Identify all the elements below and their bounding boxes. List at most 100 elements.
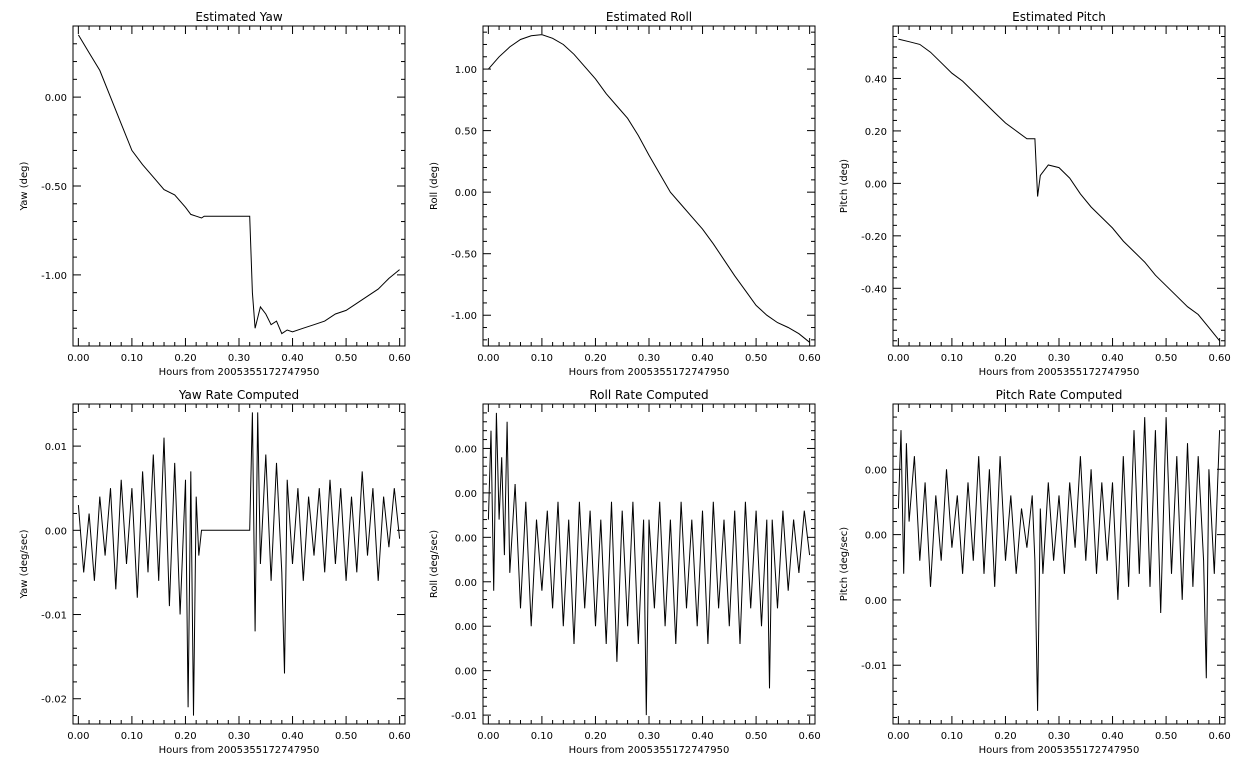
x-tick-label: 0.20 [174, 353, 196, 364]
x-tick-label: 0.20 [994, 731, 1016, 742]
y-tick-label: -0.02 [41, 695, 67, 706]
y-tick-label: 0.00 [865, 465, 887, 476]
y-tick-label: 0.00 [455, 489, 477, 500]
x-axis-label: Hours from 2005355172747950 [569, 745, 730, 756]
y-tick-label: 0.00 [45, 93, 67, 104]
x-tick-label: 0.00 [887, 731, 909, 742]
x-tick-label: 0.60 [799, 353, 821, 364]
y-axis-label: Roll (deg) [429, 162, 440, 210]
plot-frame [72, 25, 406, 347]
series-line [898, 38, 1220, 342]
x-tick-label: 0.20 [584, 353, 606, 364]
x-tick-label: 0.40 [1101, 353, 1123, 364]
x-tick-label: 0.00 [477, 731, 499, 742]
x-tick-label: 0.20 [994, 353, 1016, 364]
x-tick-label: 0.40 [691, 353, 713, 364]
chart-title: Roll Rate Computed [589, 388, 708, 402]
x-tick-label: 0.60 [1209, 731, 1231, 742]
chart-panel-3: Estimated Pitch Hours from 20053551727479… [839, 10, 1231, 378]
x-tick-label: 0.30 [1048, 731, 1070, 742]
x-tick-label: 0.60 [389, 731, 411, 742]
y-tick-label: -0.01 [451, 711, 477, 722]
y-tick-label: -0.40 [861, 284, 887, 295]
chart-panel-5: Roll Rate Computed Hours from 20053551727… [429, 388, 821, 756]
x-tick-label: 0.30 [638, 353, 660, 364]
series-line [897, 417, 1221, 711]
chart-title: Estimated Roll [606, 10, 692, 24]
x-tick-label: 0.50 [745, 353, 767, 364]
x-tick-label: 0.00 [477, 353, 499, 364]
series-line [488, 34, 810, 343]
x-tick-label: 0.10 [121, 731, 143, 742]
x-tick-label: 0.60 [1209, 353, 1231, 364]
x-tick-label: 0.30 [638, 731, 660, 742]
x-axis-label: Hours from 2005355172747950 [159, 367, 320, 378]
y-tick-label: -0.01 [861, 661, 887, 672]
x-tick-label: 0.10 [531, 353, 553, 364]
y-tick-label: 0.01 [45, 442, 67, 453]
y-axis-label: Yaw (deg) [19, 161, 30, 211]
x-tick-label: 0.00 [67, 731, 89, 742]
x-tick-label: 0.40 [691, 731, 713, 742]
chart-title: Estimated Pitch [1012, 10, 1106, 24]
x-tick-label: 0.20 [584, 731, 606, 742]
x-tick-label: 0.50 [335, 353, 357, 364]
x-tick-label: 0.40 [281, 353, 303, 364]
x-tick-label: 0.20 [174, 731, 196, 742]
y-tick-label: 0.00 [455, 622, 477, 633]
chart-panel-2: Estimated Roll Hours from 200535517274795… [429, 10, 821, 378]
y-tick-label: 0.00 [455, 444, 477, 455]
x-tick-label: 0.10 [941, 353, 963, 364]
x-tick-label: 0.40 [1101, 731, 1123, 742]
plot-frame [482, 403, 816, 725]
y-axis-label: Pitch (deg/sec) [839, 527, 850, 602]
plot-frame [482, 25, 816, 347]
y-axis-label: Roll (deg/sec) [429, 530, 440, 598]
x-tick-label: 0.10 [121, 353, 143, 364]
x-tick-label: 0.30 [1048, 353, 1070, 364]
x-tick-label: 0.50 [335, 731, 357, 742]
y-tick-label: -1.00 [451, 311, 477, 322]
series-line [77, 34, 400, 335]
y-axis-label: Pitch (deg) [839, 159, 850, 213]
x-tick-label: 0.10 [531, 731, 553, 742]
y-tick-label: 0.20 [865, 127, 887, 138]
plot-frame [72, 403, 406, 725]
x-tick-label: 0.30 [228, 353, 250, 364]
x-tick-label: 0.40 [281, 731, 303, 742]
plot-frame [892, 403, 1226, 725]
x-tick-label: 0.00 [67, 353, 89, 364]
chart-title: Yaw Rate Computed [178, 388, 299, 402]
y-tick-label: 0.00 [455, 578, 477, 589]
chart-panel-4: Yaw Rate Computed Hours from 200535517274… [19, 388, 411, 756]
y-axis-label: Yaw (deg/sec) [19, 529, 30, 599]
y-tick-label: -0.01 [41, 611, 67, 622]
y-tick-label: 0.00 [45, 526, 67, 537]
chart-title: Estimated Yaw [195, 10, 282, 24]
y-tick-label: 0.00 [455, 188, 477, 199]
y-tick-label: -0.50 [41, 182, 67, 193]
y-tick-label: 0.40 [865, 74, 887, 85]
y-tick-label: 0.00 [865, 596, 887, 607]
y-tick-label: -1.00 [41, 271, 67, 282]
chart-title: Pitch Rate Computed [996, 388, 1123, 402]
plot-frame [892, 25, 1226, 347]
y-tick-label: 0.00 [865, 531, 887, 542]
chart-panel-6: Pitch Rate Computed Hours from 2005355172… [839, 388, 1231, 756]
series-line [77, 412, 401, 716]
chart-panel-1: Estimated Yaw Hours from 2005355172747950… [19, 10, 411, 378]
x-tick-label: 0.60 [799, 731, 821, 742]
y-tick-label: 1.00 [455, 65, 477, 76]
y-tick-label: 0.50 [455, 127, 477, 138]
x-axis-label: Hours from 2005355172747950 [159, 745, 320, 756]
x-tick-label: 0.10 [941, 731, 963, 742]
x-axis-label: Hours from 2005355172747950 [979, 367, 1140, 378]
y-tick-label: -0.20 [861, 232, 887, 243]
x-tick-label: 0.30 [228, 731, 250, 742]
y-tick-label: 0.00 [865, 179, 887, 190]
x-axis-label: Hours from 2005355172747950 [569, 367, 730, 378]
x-axis-label: Hours from 2005355172747950 [979, 745, 1140, 756]
x-tick-label: 0.00 [887, 353, 909, 364]
x-tick-label: 0.50 [1155, 731, 1177, 742]
